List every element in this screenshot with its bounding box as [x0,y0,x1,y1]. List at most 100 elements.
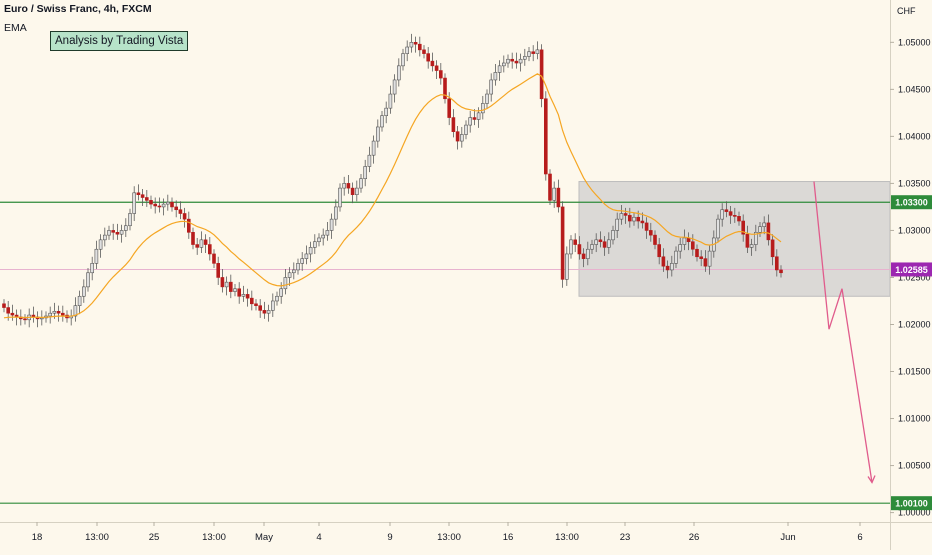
candle-body [476,112,481,120]
candle-body [191,232,195,245]
level-price-badge: 1.00100 [895,499,928,509]
candle-body [527,51,531,57]
candle-body [111,230,115,233]
candle-body [174,206,178,211]
candle-body [472,117,477,120]
candle-body [371,140,376,156]
range-box [578,181,891,297]
candle-body [346,183,351,189]
candle-body [350,187,355,195]
candle-body [489,79,494,95]
indicator-label[interactable]: EMA [4,22,27,34]
candle-body [690,241,695,250]
price-tick-label: 1.04500 [898,84,931,94]
candle-body [438,70,443,79]
candle-body [409,42,414,48]
candle-body [140,194,145,198]
candle-body [241,294,246,297]
time-axis[interactable]: 18 13:00 25 13:00 May 4 9 13:00 16 13:00 23 26 Jun 6 [32,522,863,543]
candle-body [367,154,372,167]
chart-title: Euro / Swiss Franc, 4h, FXCM [4,3,152,15]
candle-body [94,248,99,264]
candle-body [187,218,191,233]
candle-body [657,244,662,258]
candle-body [312,241,317,248]
candle-body [581,253,586,259]
time-tick-label: 9 [387,532,392,543]
candle-body [77,295,82,306]
candle-body [661,256,666,267]
candle-body [388,93,393,109]
price-axis[interactable]: 1.05000 1.04500 1.04000 1.03500 1.03000 1.025… [890,37,931,518]
time-tick-label: 16 [503,532,514,543]
candle-body [640,220,645,224]
time-tick-label: 23 [620,532,631,543]
candle-body [401,53,405,67]
candle-body [170,201,174,208]
candle-body [304,253,309,259]
candle-body [296,263,300,271]
candle-body [506,58,510,64]
time-tick-label: Jun [780,532,795,543]
candle-body [405,46,410,54]
candle-body [770,239,775,258]
candle-body [266,310,271,314]
candle-body [161,203,166,208]
price-tick-label: 1.02000 [898,319,931,329]
candle-body [98,239,103,250]
ema-line [3,73,782,319]
candle-body [606,239,611,248]
candle-body [354,187,359,195]
candle-body [514,60,519,64]
candle-body [749,244,754,248]
candle-body [573,239,578,245]
candle-body [615,218,620,231]
last-price-badge: 1.02585 [895,265,928,275]
currency-label: CHF [897,6,916,16]
candle-body [779,269,783,274]
candle-body [426,53,431,62]
candle-body [258,305,263,311]
candle-body [636,216,641,222]
candle-body [459,134,464,142]
candle-body [443,77,447,100]
candle-body [178,209,183,214]
candle-body [539,49,544,100]
candles [2,33,783,328]
price-badges: 1.03300 1.00100 1.02585 [891,195,932,511]
candle-body [468,117,473,126]
time-tick-label: 6 [857,532,862,543]
candle-body [674,250,678,264]
candle-body [741,220,746,235]
candle-body [699,256,704,259]
candle-body [291,269,296,274]
candle-body [396,65,401,81]
projection-arrowhead [867,475,876,484]
level-price-badge-bg [891,496,932,511]
candle-body [321,234,326,239]
candle-body [548,173,552,201]
candle-body [430,60,435,67]
candle-body [569,239,573,255]
candle-body [262,310,267,314]
candle-body [535,49,540,54]
candle-body [48,312,53,317]
candle-body [329,218,334,231]
candle-body [39,317,44,320]
candle-body [493,72,498,81]
price-tick-label: 1.01000 [898,414,931,424]
candle-body [124,225,128,231]
last-price-badge-bg [891,262,932,277]
candle-body [199,239,204,248]
candle-body [300,258,305,264]
candle-body [2,303,6,308]
candle-body [23,318,27,321]
time-tick-label: 4 [316,532,321,543]
candle-body [619,213,624,220]
candle-body [73,305,78,317]
candle-body [216,263,220,278]
candle-body [464,124,468,135]
candle-body [287,272,292,278]
projection-path [813,181,876,484]
candle-body [182,213,187,220]
